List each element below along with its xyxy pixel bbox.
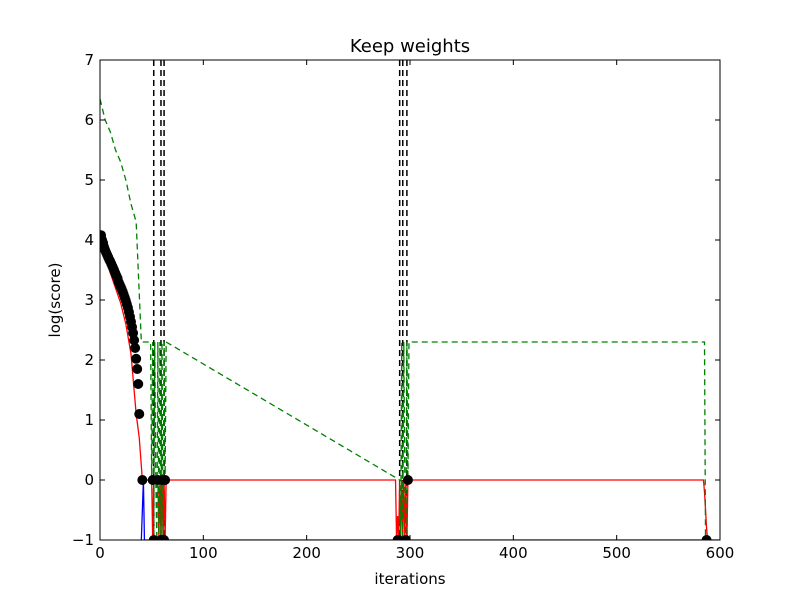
series-3-point: [132, 364, 143, 374]
series-2-line: [100, 98, 707, 540]
series-3-point: [159, 535, 170, 540]
x-axis-label: iterations: [374, 570, 445, 588]
y-tick-label: −1: [72, 531, 94, 549]
y-tick-label: 7: [84, 51, 94, 69]
series-3-point: [393, 535, 404, 540]
y-tick-label: 2: [84, 351, 94, 369]
y-tick-label: 1: [84, 411, 94, 429]
series-3-point: [400, 535, 411, 540]
series-3-point: [131, 353, 142, 364]
series-3-point: [133, 379, 144, 389]
y-tick-label: 3: [84, 291, 94, 309]
series-3-point: [160, 475, 171, 485]
series-3-point: [148, 535, 159, 540]
series-3-point: [134, 409, 145, 419]
y-tick-label: 5: [84, 171, 94, 189]
plot-frame: [99, 59, 721, 541]
y-tick-label: 6: [84, 111, 94, 129]
series-3-point: [130, 343, 141, 353]
x-tick-label: 600: [706, 544, 735, 562]
x-tick-label: 200: [292, 544, 321, 562]
y-tick-label: 4: [84, 231, 94, 249]
x-tick-label: 0: [95, 544, 105, 562]
y-tick-label: 0: [84, 471, 94, 489]
x-tick-label: 500: [602, 544, 631, 562]
x-tick-label: 300: [396, 544, 425, 562]
chart-title: Keep weights: [350, 36, 470, 57]
x-tick-label: 400: [499, 544, 528, 562]
y-axis-label: log(score): [46, 263, 64, 338]
series-3-point: [137, 475, 148, 485]
series-3-point: [701, 535, 712, 540]
series-3-point: [402, 475, 413, 485]
x-tick-label: 100: [189, 544, 218, 562]
plot-area: [100, 60, 720, 540]
